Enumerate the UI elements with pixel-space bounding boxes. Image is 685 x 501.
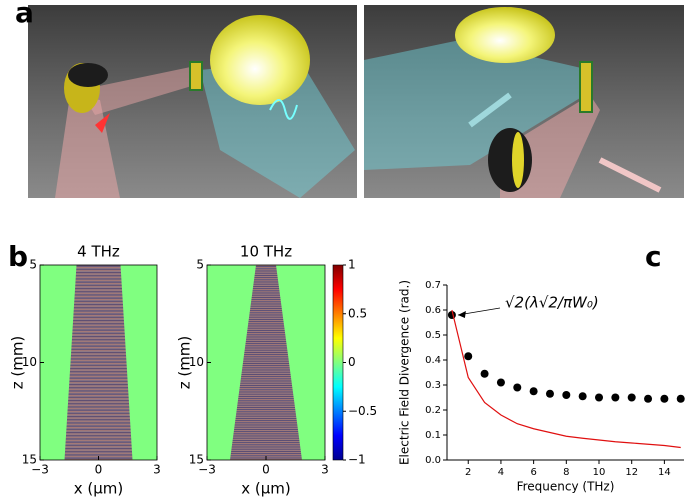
y-axis-label: z (mm) — [176, 336, 194, 390]
y-tick-label: 0.1 — [425, 430, 441, 441]
x-tick-label: −3 — [198, 463, 216, 477]
colorbar — [332, 264, 344, 461]
plot-title: 10 THz — [240, 243, 292, 261]
render-right — [364, 5, 684, 198]
y-axis-label: Electric Field Divergence (rad.) — [398, 280, 412, 465]
y-tick-label: 0.3 — [425, 380, 441, 391]
data-point — [578, 392, 587, 401]
data-point — [513, 383, 522, 392]
data-point — [676, 394, 685, 403]
y-tick-label: 15 — [22, 453, 37, 467]
x-tick-label: 4 — [498, 467, 504, 478]
data-point — [464, 352, 473, 361]
x-tick-label: 3 — [153, 463, 161, 477]
y-axis-label: z (mm) — [9, 336, 27, 390]
data-point — [595, 393, 604, 402]
x-tick-label: 14 — [658, 467, 671, 478]
y-tick-label: 10 — [189, 355, 204, 369]
y-tick-label: 0.6 — [425, 305, 441, 316]
panel-label: a — [15, 0, 34, 29]
data-point — [611, 393, 620, 402]
colorbar-tick-label: 0.5 — [348, 306, 367, 320]
y-tick-label: 0.0 — [425, 455, 441, 466]
y-tick-label: 10 — [22, 355, 37, 369]
x-tick-label: 8 — [563, 467, 569, 478]
data-point — [627, 393, 636, 402]
data-point — [545, 389, 554, 398]
x-tick-label: 6 — [530, 467, 536, 478]
colorbar-tick-label: −0.5 — [348, 404, 377, 418]
colorbar-tick-label: −1 — [348, 453, 366, 467]
data-point — [644, 394, 653, 403]
data-point — [496, 378, 505, 387]
x-tick-label: 0 — [262, 463, 270, 477]
plot-title: 4 THz — [77, 243, 120, 261]
x-tick-label: 12 — [625, 467, 638, 478]
panel-label: c — [645, 240, 662, 273]
render-left — [28, 5, 357, 198]
x-tick-label: 2 — [465, 467, 471, 478]
panel-label: b — [8, 240, 28, 273]
x-axis-label: x (μm) — [74, 480, 124, 498]
x-axis-label: x (μm) — [241, 480, 291, 498]
theory-line — [451, 309, 681, 449]
x-tick-label: −3 — [31, 463, 49, 477]
x-axis-label: Frequency (THz) — [517, 480, 615, 494]
beam-fringes — [230, 265, 302, 460]
x-tick-label: 0 — [95, 463, 103, 477]
colorbar-tick-label: 1 — [348, 258, 356, 272]
colorbar-tick-label: 0 — [348, 355, 356, 369]
y-tick-label: 0.4 — [425, 355, 441, 366]
annotation: √2(λ√2/πW₀) — [505, 294, 599, 312]
y-tick-label: 0.5 — [425, 330, 441, 341]
y-tick-label: 0.7 — [425, 280, 441, 291]
x-tick-label: 3 — [321, 463, 329, 477]
beam-fringes — [64, 265, 133, 460]
data-point — [562, 391, 571, 399]
data-point — [529, 387, 538, 396]
y-tick-label: 5 — [29, 258, 37, 272]
x-tick-label: 10 — [593, 467, 606, 478]
y-tick-label: 15 — [189, 453, 204, 467]
y-tick-label: 5 — [196, 258, 204, 272]
data-point — [480, 369, 489, 378]
data-point — [660, 394, 669, 403]
y-tick-label: 0.2 — [425, 405, 441, 416]
arrow-head — [457, 311, 466, 318]
